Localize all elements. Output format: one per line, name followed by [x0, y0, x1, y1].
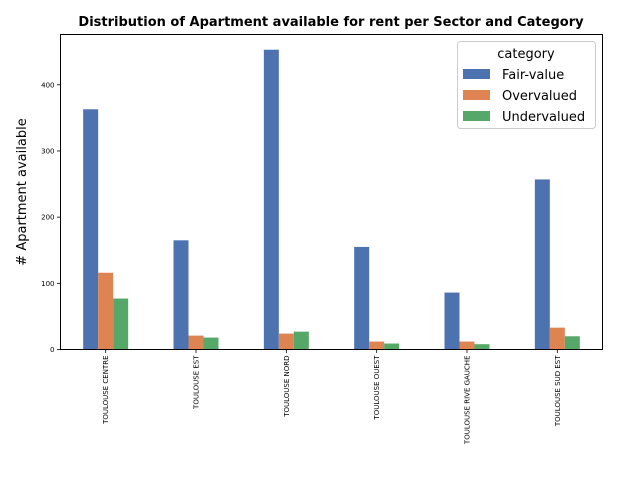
plot-area: TOULOUSE CENTRE TOULOUSE EST TOULOUSE NORD…	[41, 49, 580, 446]
y-tick-label: 200	[41, 214, 54, 222]
x-tick-label: TOULOUSE OUEST	[373, 355, 381, 421]
bar-overvalued-4	[369, 341, 385, 350]
bar-fair-value-4	[354, 246, 370, 350]
legend-box	[457, 41, 596, 129]
x-tick-label: TOULOUSE NORD	[283, 356, 291, 418]
legend-label: Overvalued	[502, 89, 577, 104]
plot-frame	[60, 34, 603, 350]
bar-undervalued-1	[113, 298, 129, 350]
bar-fair-value-6	[534, 179, 550, 350]
y-axis-label: # Apartment available	[15, 118, 30, 265]
legend-swatch	[463, 111, 490, 121]
bar-undervalued-5	[474, 344, 490, 350]
x-tick-label: TOULOUSE EST	[193, 355, 201, 410]
x-tick-label: TOULOUSE RIVE GAUCHE	[464, 356, 472, 446]
legend-swatch	[463, 90, 490, 100]
x-tick-label: TOULOUSE CENTRE	[102, 356, 110, 425]
bar-fair-value-3	[263, 49, 279, 350]
bar-undervalued-6	[564, 336, 580, 350]
legend-label: Fair-value	[502, 68, 564, 83]
bar-fair-value-1	[83, 109, 99, 350]
bar-fair-value-5	[444, 292, 460, 350]
bar-overvalued-5	[459, 341, 475, 350]
legend: category Fair-value Overvalued Undervalued	[457, 41, 596, 129]
legend-title: category	[497, 47, 555, 62]
chart-title: Distribution of Apartment available for …	[78, 15, 584, 30]
bar-undervalued-3	[293, 331, 309, 350]
bar-fair-value-2	[173, 240, 189, 350]
y-tick-label: 100	[41, 280, 54, 288]
bar-undervalued-4	[384, 343, 400, 350]
x-tick-label: TOULOUSE SUD EST	[554, 355, 562, 427]
y-tick-label: 0	[50, 346, 54, 354]
y-tick-label: 300	[41, 147, 54, 155]
bar-overvalued-6	[549, 327, 565, 350]
bar-undervalued-2	[203, 337, 219, 350]
bar-overvalued-2	[188, 335, 204, 350]
legend-label: Undervalued	[502, 110, 585, 125]
y-tick-label: 400	[41, 81, 54, 89]
legend-swatch	[463, 69, 490, 79]
bar-overvalued-1	[98, 272, 114, 350]
bar-overvalued-3	[278, 333, 294, 350]
